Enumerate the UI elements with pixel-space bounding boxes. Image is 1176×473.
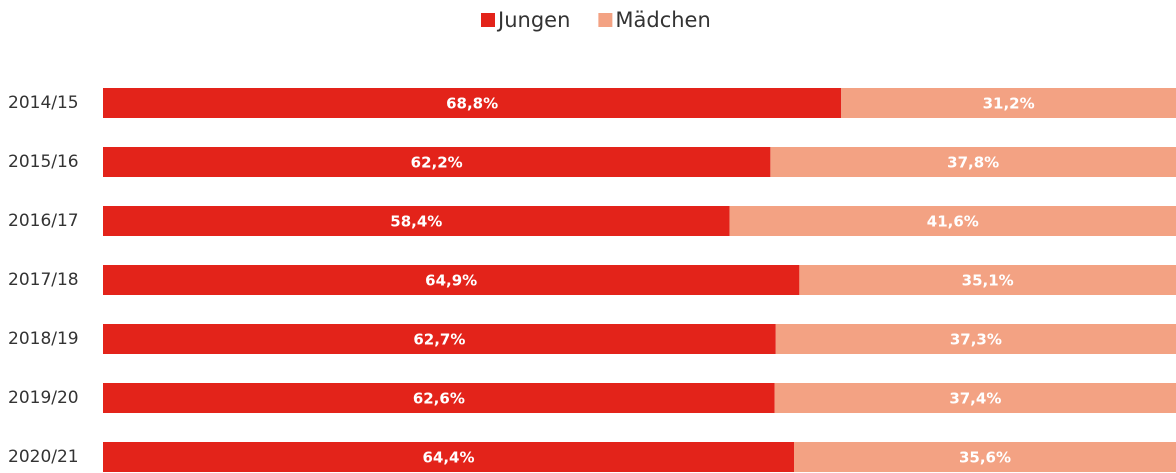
legend-swatch: [598, 13, 613, 27]
value-label: 41,6%: [927, 213, 979, 231]
bar-segment: [103, 442, 795, 472]
bar-segment: [775, 324, 1176, 354]
y-tick-label: 2019/20: [8, 388, 79, 408]
value-label: 62,2%: [411, 154, 463, 172]
y-tick-label: 2018/19: [8, 329, 79, 349]
value-label: 35,6%: [959, 449, 1011, 467]
bar-segment: [841, 88, 1176, 118]
legend-label: Mädchen: [615, 8, 710, 32]
y-tick-label: 2016/17: [8, 211, 79, 231]
bar-segment: [774, 383, 1176, 413]
bar-segment: [770, 147, 1176, 177]
value-label: 58,4%: [390, 213, 442, 231]
y-tick-label: 2020/21: [8, 447, 79, 467]
legend-label: Jungen: [496, 8, 570, 32]
bar-segment: [103, 147, 771, 177]
y-tick-label: 2014/15: [8, 93, 79, 113]
value-label: 37,3%: [950, 331, 1002, 349]
value-label: 35,1%: [962, 272, 1014, 290]
bar-segment: [799, 265, 1176, 295]
bar-segment: [103, 206, 730, 236]
bar-segment: [103, 265, 800, 295]
value-label: 62,7%: [413, 331, 465, 349]
value-label: 62,6%: [413, 390, 465, 408]
value-label: 64,4%: [422, 449, 474, 467]
value-label: 37,4%: [949, 390, 1001, 408]
bar-segment: [729, 206, 1176, 236]
value-label: 31,2%: [983, 95, 1035, 113]
bar-segment: [103, 324, 776, 354]
value-label: 64,9%: [425, 272, 477, 290]
y-tick-label: 2015/16: [8, 152, 79, 172]
value-label: 68,8%: [446, 95, 498, 113]
bar-segment: [794, 442, 1176, 472]
bar-segment: [103, 383, 775, 413]
y-tick-label: 2017/18: [8, 270, 79, 290]
value-label: 37,8%: [947, 154, 999, 172]
bar-segment: [103, 88, 842, 118]
legend-swatch: [481, 13, 495, 27]
